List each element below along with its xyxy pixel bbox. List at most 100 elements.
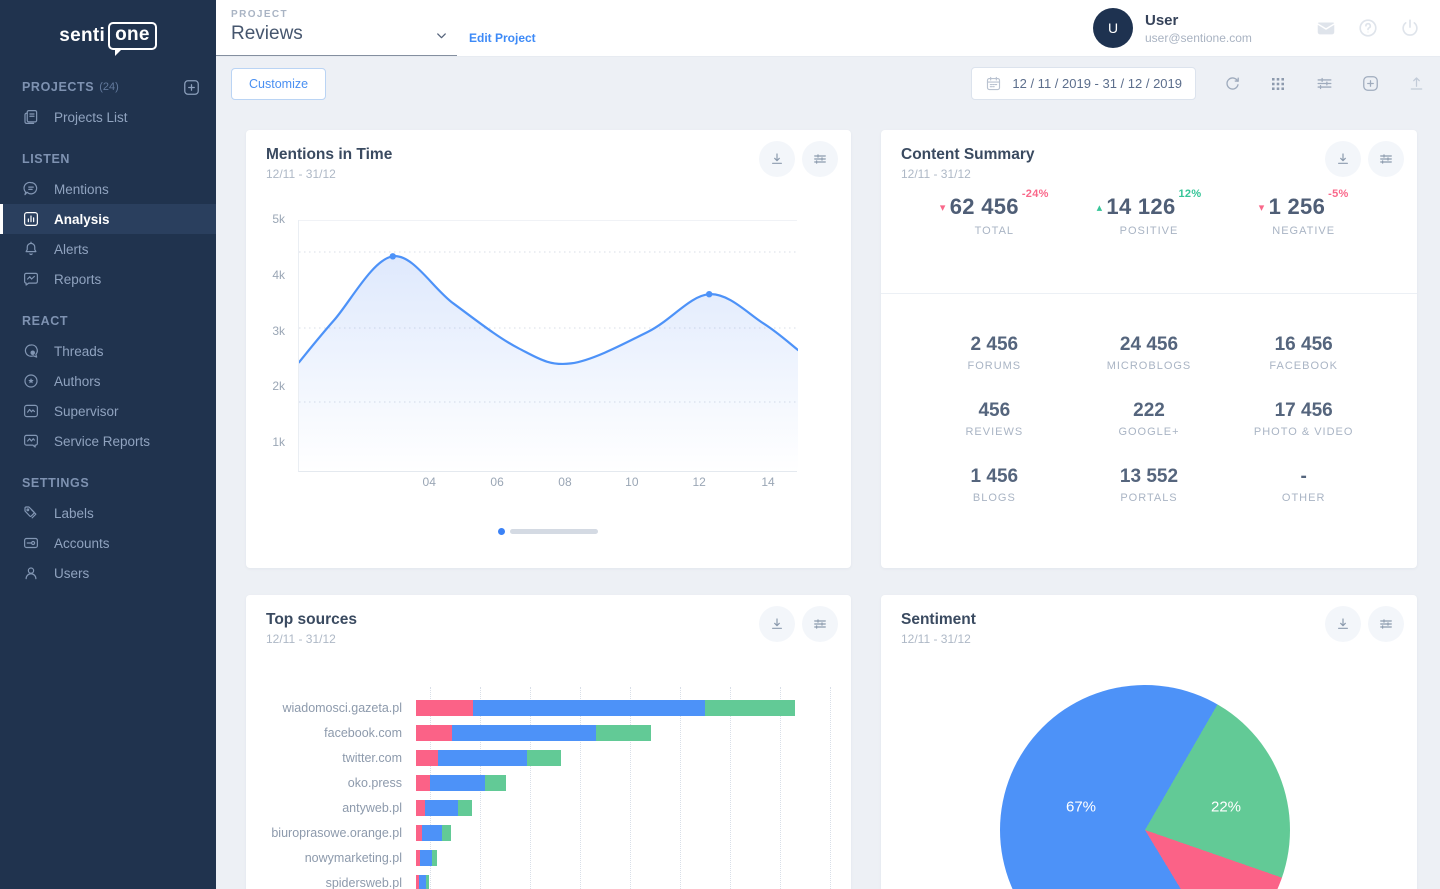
help-icon[interactable] [1357,17,1379,39]
customize-button[interactable]: Customize [231,67,327,100]
source-label: spidersweb.pl [325,875,402,889]
gridline [630,687,631,889]
stacked-bar [416,799,472,816]
bar-segment-neutral [438,749,527,766]
sidebar-item-reports[interactable]: Reports [0,264,216,294]
card-title: Content Summary [901,146,1035,163]
bar-segment-positive [485,774,506,791]
sidebar-item-mentions[interactable]: Mentions [0,174,216,204]
sidebar-item-projects-list[interactable]: Projects List [0,102,216,132]
grid-view-icon[interactable] [1268,74,1288,94]
card-subtitle: 12/11 - 31/12 [901,632,971,646]
sentiment-settings-button[interactable] [1368,606,1404,642]
section-label: LISTEN [22,152,71,166]
card-title: Top sources [266,611,358,628]
source-label: OTHER [1281,492,1326,504]
x-axis-tick: 04 [422,475,436,489]
project-dropdown[interactable]: PROJECT Reviews [216,0,457,56]
source-value: 222 [1133,400,1165,421]
summary-source-stat: 24 456 MICROBLOGS [1072,334,1227,372]
sentiment-card: Sentiment 12/11 - 31/12 67% 22% [881,595,1417,889]
bar-segment-neutral [452,724,596,741]
source-label: wiadomosci.gazeta.pl [282,700,402,715]
bar-segment-neutral [425,799,458,816]
source-label: PORTALS [1120,492,1178,504]
service-reports-icon [22,432,40,450]
sidebar-item-service-reports[interactable]: Service Reports [0,426,216,456]
inbox-icon[interactable] [1315,17,1337,39]
gridline [780,687,781,889]
bar-segment-neutral [422,824,442,841]
avatar[interactable]: U [1093,8,1133,48]
project-label: PROJECT [231,9,289,20]
bar-segment-positive [596,724,651,741]
sidebar-item-supervisor[interactable]: Supervisor [0,396,216,426]
source-label: REVIEWS [965,426,1024,438]
y-axis-tick: 2k [272,379,285,394]
source-row: twitter.com [246,745,831,770]
sidebar-item-accounts[interactable]: Accounts [0,528,216,558]
summary-source-stat: - OTHER [1226,466,1381,504]
gridline [730,687,731,889]
sidebar-item-labels[interactable]: Labels [0,498,216,528]
sidebar-item-authors[interactable]: Authors [0,366,216,396]
sidebar-section-header: SETTINGS [0,468,216,498]
users-icon [22,564,40,582]
refresh-icon[interactable] [1222,74,1242,94]
export-icon[interactable] [1406,74,1426,94]
stat-number: 14 126 [1106,194,1176,219]
add-widget-icon[interactable] [1360,74,1380,94]
section-label: SETTINGS [22,476,90,490]
source-label: FACEBOOK [1269,360,1338,372]
sidebar-item-analysis[interactable]: Analysis [0,204,216,234]
mentions-download-button[interactable] [759,141,795,177]
sidebar-item-label: Service Reports [54,433,151,449]
source-label: antyweb.pl [342,800,402,815]
source-row: facebook.com [246,720,831,745]
source-row: oko.press [246,770,831,795]
reports-icon [22,270,40,288]
summary-source-stat: 1 456 BLOGS [917,466,1072,504]
bar-segment-negative [416,824,422,841]
source-value: 17 456 [1274,400,1333,421]
summary-stat-total: ▾ 62 456-24% TOTAL [917,188,1072,237]
alerts-icon [22,240,40,258]
edit-project-link[interactable]: Edit Project [469,31,536,45]
sidebar-item-alerts[interactable]: Alerts [0,234,216,264]
stacked-bar [416,874,429,889]
add-project-button[interactable] [180,76,202,98]
y-axis-tick: 1k [272,435,285,450]
chart-pagination-track[interactable] [510,529,598,534]
sidebar-item-users[interactable]: Users [0,558,216,588]
sidebar-item-threads[interactable]: Threads [0,336,216,366]
source-label: PHOTO & VIDEO [1253,426,1354,438]
source-label: biuroprasowe.orange.pl [271,825,402,840]
bar-segment-neutral [430,774,485,791]
x-axis-tick: 08 [558,475,572,489]
source-label: FORUMS [967,360,1022,372]
chart-pagination-dot[interactable] [498,528,505,535]
source-row: wiadomosci.gazeta.pl [246,695,831,720]
user-email: user@sentione.com [1145,30,1252,45]
sentiment-download-button[interactable] [1325,606,1361,642]
source-label: GOOGLE+ [1118,426,1180,438]
mentions-icon [22,180,40,198]
source-value: - [1300,466,1307,487]
sidebar-item-label: Users [54,565,90,581]
mentions-settings-button[interactable] [802,141,838,177]
summary-source-stat: 17 456 PHOTO & VIDEO [1226,400,1381,438]
sidebar-item-label: Supervisor [54,403,119,419]
summary-download-button[interactable] [1325,141,1361,177]
summary-settings-button[interactable] [1368,141,1404,177]
bar-segment-neutral [473,699,705,716]
bar-segment-positive [426,874,429,889]
stat-change: -5% [1328,187,1349,200]
sidebar-item-label: Authors [54,373,101,389]
summary-source-stat: 16 456 FACEBOOK [1226,334,1381,372]
power-icon[interactable] [1399,17,1421,39]
date-range-picker[interactable]: 12 / 11 / 2019 - 31 / 12 / 2019 [971,67,1196,100]
topsources-download-button[interactable] [759,606,795,642]
filters-icon[interactable] [1314,74,1334,94]
topsources-settings-button[interactable] [802,606,838,642]
sidebar-section-projects: PROJECTS (24) Projects List [0,72,216,132]
